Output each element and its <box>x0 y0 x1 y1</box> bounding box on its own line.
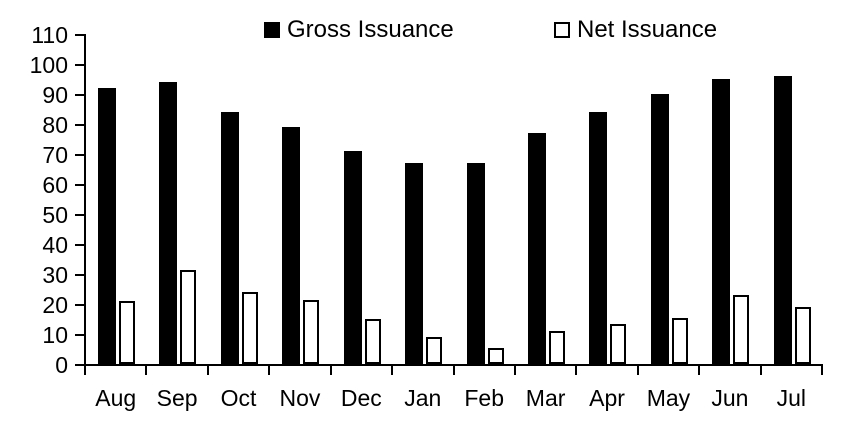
y-axis-tick <box>75 154 84 156</box>
bar-net-jul <box>794 307 811 364</box>
y-axis-tick-label-10: 10 <box>42 322 68 348</box>
x-axis-label-may: May <box>646 385 691 411</box>
x-axis-tick <box>636 366 639 375</box>
y-axis-tick-label-80: 80 <box>42 112 68 138</box>
x-axis-label-feb: Feb <box>464 385 505 411</box>
bar-gross-mar <box>527 133 546 364</box>
bar-net-jun <box>733 295 750 364</box>
y-axis-tick-label-40: 40 <box>42 232 68 258</box>
x-axis-label-oct: Oct <box>220 385 257 411</box>
y-axis-tick <box>75 214 84 216</box>
bar-net-sep <box>180 269 197 364</box>
y-axis-tick-label-100: 100 <box>29 52 68 78</box>
bar-gross-apr <box>589 112 608 364</box>
y-axis-line <box>84 34 86 366</box>
x-axis-tick <box>145 366 148 375</box>
bar-gross-jul <box>773 76 792 364</box>
bar-net-aug <box>119 301 135 364</box>
legend-item-gross-issuance: Gross Issuance <box>264 18 454 42</box>
gross-issuance-swatch-icon <box>264 22 280 38</box>
x-axis-tick <box>698 366 701 375</box>
x-axis-tick <box>391 366 394 375</box>
x-axis-label-jan: Jan <box>404 385 442 411</box>
y-axis-tick <box>75 274 84 276</box>
bar-gross-nov <box>282 127 301 364</box>
bar-gross-jun <box>712 79 731 364</box>
bar-net-jan <box>426 337 443 364</box>
y-axis-tick-label-50: 50 <box>42 202 68 228</box>
net-issuance-swatch-icon <box>554 22 570 38</box>
y-axis-tick <box>75 34 84 36</box>
x-axis-tick <box>268 366 271 375</box>
y-axis-tick <box>75 364 84 366</box>
legend-item-net-issuance: Net Issuance <box>554 18 717 42</box>
x-axis-tick <box>84 366 86 375</box>
y-axis-tick-label-30: 30 <box>42 262 68 288</box>
chart-legend: Gross Issuance Net Issuance <box>0 0 852 50</box>
bar-net-mar <box>548 331 565 364</box>
y-axis-tick <box>75 244 84 246</box>
y-axis-tick-label-110: 110 <box>31 22 68 48</box>
y-axis-tick-label-70: 70 <box>42 142 68 168</box>
y-axis-tick-label-20: 20 <box>42 292 68 318</box>
y-axis-tick <box>75 64 84 66</box>
x-axis-tick <box>575 366 578 375</box>
x-axis-tick <box>206 366 209 375</box>
x-axis-tick <box>452 366 455 375</box>
x-axis-tick <box>513 366 516 375</box>
bar-gross-jan <box>405 163 424 364</box>
y-axis-tick-label-90: 90 <box>42 82 68 108</box>
x-axis-label-jul: Jul <box>776 385 806 411</box>
bar-net-nov <box>303 299 320 364</box>
y-axis-tick <box>75 94 84 96</box>
bar-net-may <box>671 317 688 364</box>
bar-gross-aug <box>98 88 116 364</box>
legend-label-gross-issuance: Gross Issuance <box>287 16 454 43</box>
bar-net-feb <box>487 347 504 364</box>
x-axis-label-dec: Dec <box>340 385 382 411</box>
y-axis-tick <box>75 184 84 186</box>
y-axis-tick <box>75 334 84 336</box>
x-axis-label-nov: Nov <box>279 385 321 411</box>
legend-label-net-issuance: Net Issuance <box>577 16 718 43</box>
y-axis-tick <box>75 304 84 306</box>
x-axis-tick <box>329 366 332 375</box>
y-axis-tick-label-60: 60 <box>42 172 68 198</box>
bar-gross-feb <box>466 163 485 364</box>
x-axis-label-mar: Mar <box>525 385 566 411</box>
bar-gross-sep <box>159 82 178 364</box>
x-axis-label-aug: Aug <box>95 385 137 411</box>
bar-net-apr <box>610 323 627 364</box>
bar-net-oct <box>241 292 258 364</box>
bar-gross-may <box>650 94 669 364</box>
x-axis-label-apr: Apr <box>589 385 625 411</box>
bar-gross-dec <box>343 151 362 364</box>
x-axis-line <box>84 364 823 366</box>
x-axis-tick <box>821 366 823 375</box>
bar-gross-oct <box>220 112 239 364</box>
y-axis-tick <box>75 124 84 126</box>
x-axis-label-sep: Sep <box>156 385 198 411</box>
x-axis-tick <box>759 366 762 375</box>
bar-net-dec <box>364 319 381 364</box>
x-axis-label-jun: Jun <box>711 385 749 411</box>
y-axis-tick-label-0: 0 <box>55 352 68 378</box>
